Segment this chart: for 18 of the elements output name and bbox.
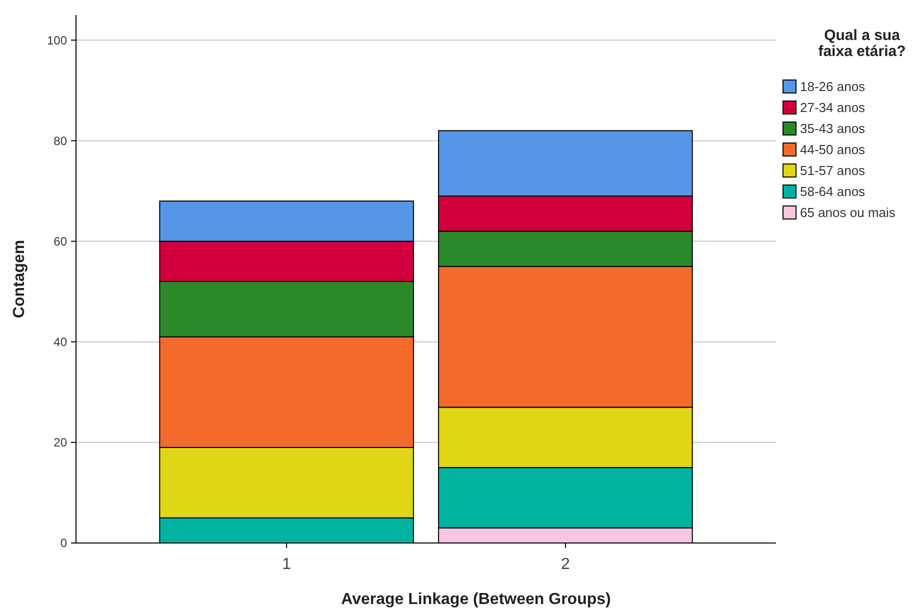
legend-label: 58-64 anos <box>800 184 866 199</box>
legend-title: Qual a sua faixa etária? <box>818 27 906 60</box>
legend-label: 44-50 anos <box>800 142 866 157</box>
y-tick-label: 60 <box>54 234 68 248</box>
y-tick-label: 20 <box>54 436 68 450</box>
x-tick-label: 2 <box>560 556 570 573</box>
x-tick-label: 1 <box>282 556 292 573</box>
legend-label: 65 anos ou mais <box>800 205 896 220</box>
legend-label: 35-43 anos <box>800 121 866 136</box>
legend-label: 51-57 anos <box>800 163 866 178</box>
y-axis-title: Contagem <box>11 240 28 318</box>
y-tick-label: 40 <box>54 335 68 350</box>
x-axis-title: Average Linkage (Between Groups) <box>341 591 611 608</box>
y-tick-label: 0 <box>60 536 68 550</box>
y-tick-label: 80 <box>54 134 68 148</box>
y-tick-label: 100 <box>46 33 68 48</box>
legend-label: 27-34 anos <box>800 100 866 115</box>
legend-label: 18-26 anos <box>800 79 866 94</box>
